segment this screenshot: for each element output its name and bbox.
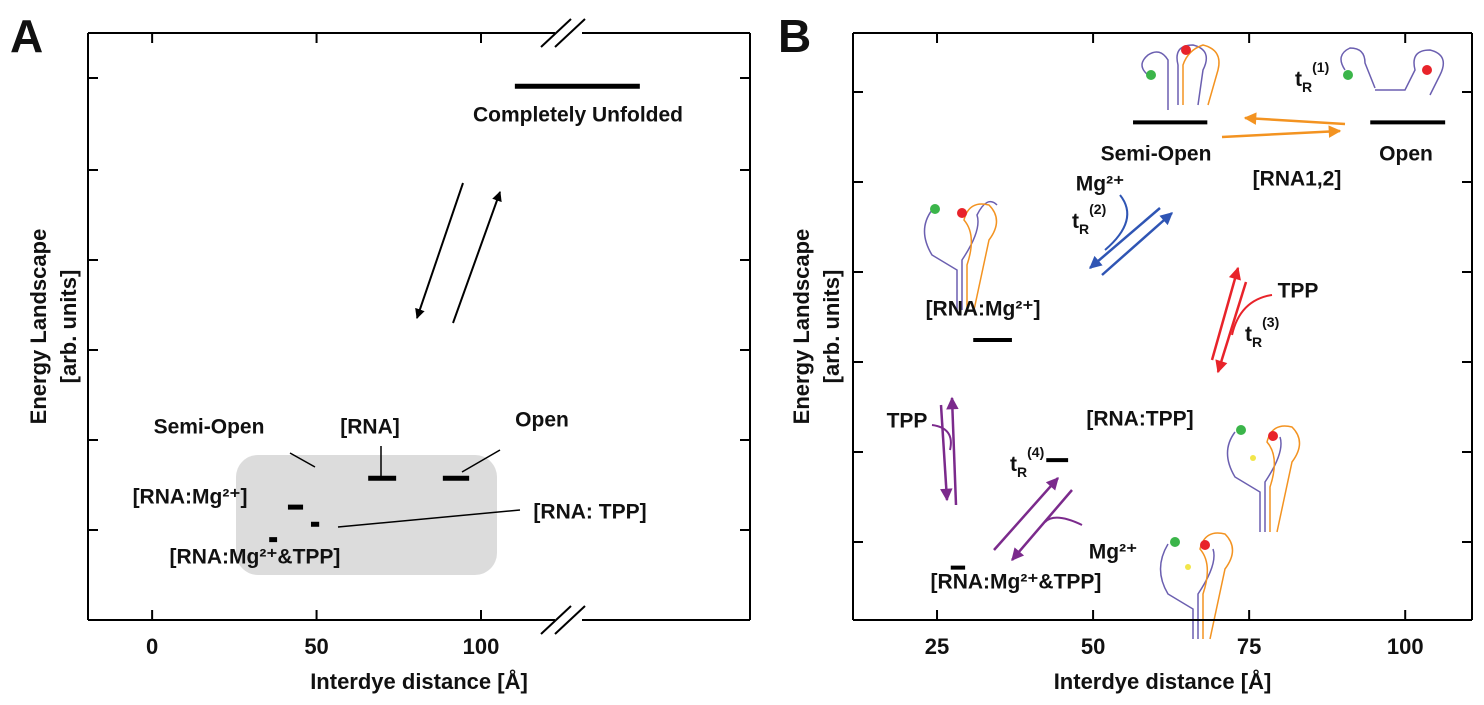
arrow <box>1101 212 1173 276</box>
annotation: TPP <box>1278 280 1319 303</box>
panel-label: B <box>778 10 811 62</box>
rate-base: t <box>1245 323 1252 346</box>
arrows <box>415 112 1346 561</box>
annotation: [RNA] <box>340 416 399 439</box>
rate-constant: tR(2) <box>1072 201 1106 237</box>
y-axis-label: [arb. units] <box>56 270 81 384</box>
annotation: Mg²⁺ <box>1076 173 1124 196</box>
rate-sub: R <box>1017 464 1027 480</box>
highlight-box <box>236 455 497 575</box>
rate-base: t <box>1072 210 1079 233</box>
x-tick-label: 50 <box>1081 634 1105 659</box>
x-tick-label: 25 <box>925 634 949 659</box>
y-axis-label: Energy Landscape <box>26 229 51 425</box>
x-tick-label: 100 <box>1387 634 1424 659</box>
panel-label: A <box>10 10 43 62</box>
x-tick-label: 75 <box>1237 634 1261 659</box>
x-tick-label: 50 <box>304 634 328 659</box>
rate-sup: (4) <box>1027 444 1044 460</box>
arrow <box>1243 112 1346 126</box>
arrow <box>1011 489 1073 561</box>
annotation: Mg²⁺ <box>1089 541 1137 564</box>
rate-constant: tR(4) <box>1010 444 1044 480</box>
x-axis-label: Interdye distance [Å] <box>1054 668 1272 694</box>
connector <box>1104 194 1129 251</box>
annotation: [RNA:Mg²⁺] <box>133 486 248 509</box>
annotation: [RNA1,2] <box>1253 168 1342 191</box>
axis-break <box>540 605 572 635</box>
leader-line <box>337 509 521 528</box>
connector <box>1231 294 1273 336</box>
axis-break <box>540 18 572 48</box>
annotation: [RNA: TPP] <box>533 501 646 524</box>
rate-base: t <box>1010 453 1017 476</box>
arrow <box>415 182 464 319</box>
arrow <box>1215 281 1248 374</box>
rate-constant: tR(3) <box>1245 314 1279 350</box>
arrow <box>1221 125 1342 139</box>
annotation: [RNA:Mg²⁺&TPP] <box>170 546 341 569</box>
connector <box>931 424 952 451</box>
leader-line <box>289 452 316 468</box>
annotation: [RNA:Mg²⁺&TPP] <box>931 571 1102 594</box>
annotation: Open <box>515 409 569 432</box>
axis-break <box>554 605 586 635</box>
rate-sub: R <box>1079 221 1089 237</box>
rate-sup: (1) <box>1312 59 1329 75</box>
x-axis-label: Interdye distance [Å] <box>310 668 528 694</box>
y-axis-label: [arb. units] <box>819 270 844 384</box>
arrow <box>939 404 953 502</box>
annotation: Completely Unfolded <box>473 104 683 127</box>
annotation: TPP <box>887 410 928 433</box>
annotation: Open <box>1379 143 1433 166</box>
rate-sup: (2) <box>1089 201 1106 217</box>
arrow <box>946 396 959 506</box>
rate-sub: R <box>1302 79 1312 95</box>
leader-line <box>461 449 501 473</box>
rate-sup: (3) <box>1262 314 1279 330</box>
annotation: [RNA:Mg²⁺] <box>926 298 1041 321</box>
rate-constant: tR(1) <box>1295 59 1329 95</box>
y-axis-label: Energy Landscape <box>789 229 814 425</box>
rate-base: t <box>1295 68 1302 91</box>
connector <box>1044 516 1083 526</box>
x-tick-label: 100 <box>463 634 500 659</box>
axis-break <box>554 18 586 48</box>
x-tick-label: 0 <box>146 634 158 659</box>
arrow <box>452 191 502 324</box>
rna-cartoons <box>923 44 1445 640</box>
arrow <box>1089 207 1161 269</box>
arrow <box>1210 266 1241 361</box>
annotation: Semi-Open <box>1101 143 1212 166</box>
arrow <box>993 477 1059 551</box>
annotation: Semi-Open <box>154 416 265 439</box>
annotation: [RNA:TPP] <box>1086 408 1193 431</box>
rate-sub: R <box>1252 334 1262 350</box>
